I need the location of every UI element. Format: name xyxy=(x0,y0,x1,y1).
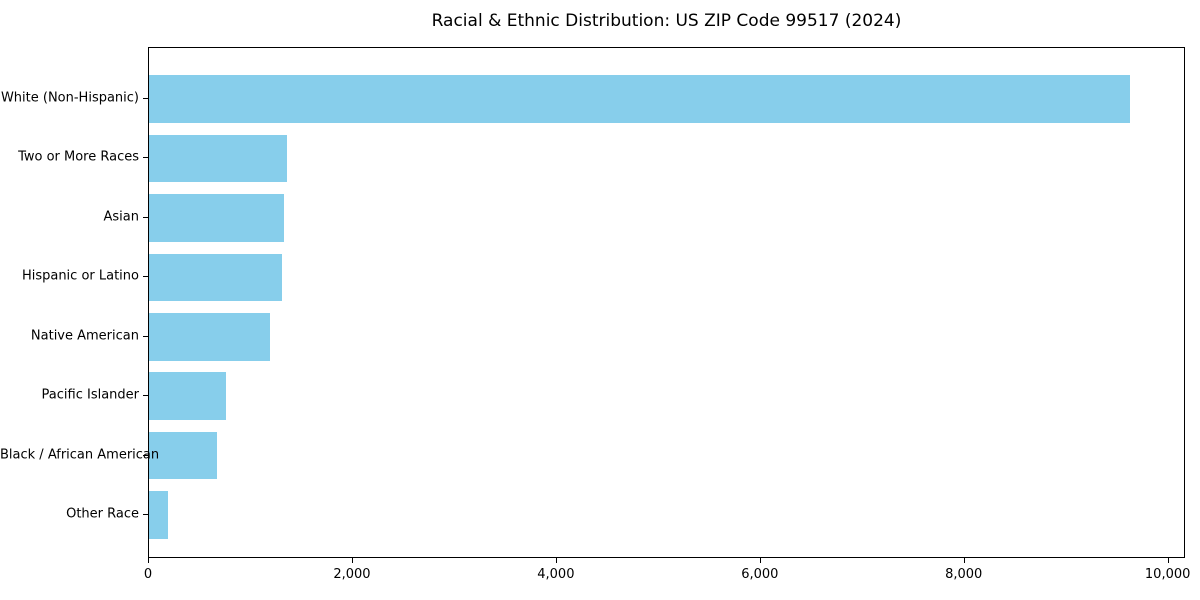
bar xyxy=(149,75,1131,123)
x-tick-mark xyxy=(1167,558,1169,563)
y-tick-label: Pacific Islander xyxy=(41,387,139,403)
y-tick-label: Asian xyxy=(103,209,139,225)
y-tick-mark xyxy=(143,216,148,218)
y-tick-label: White (Non-Hispanic) xyxy=(0,90,139,106)
y-tick-mark xyxy=(143,98,148,99)
x-tick-mark xyxy=(555,558,557,563)
y-tick-label: Hispanic or Latino xyxy=(21,268,139,284)
plot-area xyxy=(148,47,1185,558)
x-tick-label: 2,000 xyxy=(333,567,371,582)
bar xyxy=(149,313,271,361)
y-tick-label: Two or More Races xyxy=(18,149,139,165)
bar xyxy=(149,194,285,242)
x-tick-label: 4,000 xyxy=(537,567,575,582)
chart-title: Racial & Ethnic Distribution: US ZIP Cod… xyxy=(431,11,902,31)
y-tick-mark xyxy=(143,157,148,159)
y-tick-label: Black / African American xyxy=(0,447,160,463)
y-tick-label: Native American xyxy=(30,328,139,344)
bar xyxy=(149,491,168,539)
bar xyxy=(149,372,227,420)
x-tick-mark xyxy=(963,558,965,563)
y-tick-mark xyxy=(143,395,148,397)
x-tick-label: 8,000 xyxy=(945,567,983,582)
bar xyxy=(149,431,217,480)
x-tick-mark xyxy=(759,558,761,563)
y-tick-label: Other Race xyxy=(66,506,139,522)
x-tick-label: 10,000 xyxy=(1144,567,1191,582)
y-tick-mark xyxy=(143,276,148,278)
y-tick-mark xyxy=(143,454,148,456)
x-tick-mark xyxy=(148,558,149,563)
bar xyxy=(149,253,283,302)
bar xyxy=(149,134,287,183)
y-tick-mark xyxy=(143,514,148,516)
x-tick-label: 6,000 xyxy=(741,567,779,582)
y-tick-mark xyxy=(143,335,148,337)
x-tick-label: 0 xyxy=(143,567,153,582)
x-tick-mark xyxy=(351,558,353,563)
